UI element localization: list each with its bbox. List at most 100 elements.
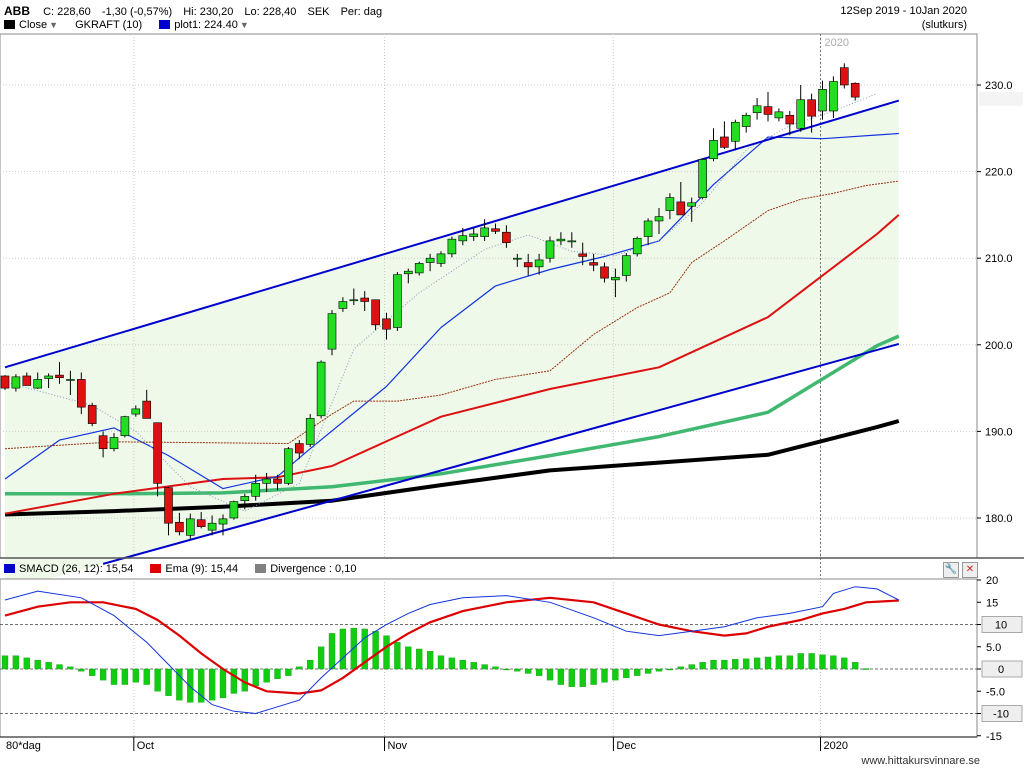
current-price-tag [979, 91, 1023, 106]
divergence-bar [590, 668, 597, 685]
divergence-bar [165, 668, 172, 696]
chart-header: ABB C: 228,60 -1,30 (-0,57%) Hi: 230,20 … [4, 4, 390, 18]
divergence-bar [797, 653, 804, 670]
divergence-bar [339, 628, 347, 670]
candle [403, 270, 413, 275]
channel-lower-line [102, 342, 900, 565]
divergence-bar [852, 662, 859, 670]
ma-blue-line [4, 132, 899, 490]
plot1-swatch [159, 20, 171, 29]
candle [785, 115, 795, 125]
candle [687, 202, 697, 207]
candle [22, 375, 32, 386]
candle [371, 299, 380, 326]
candle [839, 67, 849, 86]
divergence-bar [99, 668, 107, 681]
level-label: -10 [993, 709, 1009, 721]
divergence-bar [721, 659, 728, 670]
candle [611, 276, 620, 281]
divergence-bar [219, 668, 227, 699]
candle [186, 518, 195, 536]
divergence-bar [230, 668, 238, 694]
divergence-bar [143, 668, 150, 685]
y-tick-label: -5.0 [986, 686, 1005, 698]
legend-close[interactable]: Close ▼ [4, 19, 58, 31]
candle [829, 81, 838, 112]
website-footer[interactable]: www.hittakursvinnare.se [861, 755, 980, 767]
price-panel: 180.0 190.0 200.0 210.0 220.0 230.0 2020 [0, 33, 1023, 737]
candle [741, 115, 751, 127]
candle [512, 257, 522, 260]
smacd-swatch [4, 564, 15, 573]
divergence-bar [808, 653, 815, 670]
ma-brown-line [4, 180, 899, 450]
chevron-down-icon[interactable]: ▼ [239, 20, 249, 30]
smacd-line [4, 586, 900, 715]
candle [120, 416, 130, 437]
divergence-bar [110, 668, 118, 685]
candle [11, 376, 21, 389]
candle [807, 99, 816, 117]
price-basis: (slutkurs) [921, 19, 967, 31]
divergence-bar [154, 668, 161, 692]
candle [850, 82, 860, 98]
candle [730, 121, 740, 142]
wrench-icon[interactable]: 🔧 [943, 562, 959, 578]
candle [698, 159, 707, 198]
legend-divergence[interactable]: Divergence : 0,10 [255, 563, 356, 575]
candle [796, 99, 806, 129]
divergence-bar [426, 651, 434, 670]
divergence-bar [655, 668, 663, 672]
divergence-bar [285, 668, 292, 676]
divergence-bar [459, 659, 466, 670]
y-tick-label: 200.0 [985, 340, 1013, 352]
close-icon[interactable]: ✕ [962, 562, 978, 578]
candle [175, 522, 184, 533]
divergence-bar [187, 668, 194, 703]
candle [207, 522, 217, 531]
divergence-bar [448, 657, 456, 670]
divergence-bar [634, 668, 641, 676]
legend-smacd[interactable]: SMACD (26, 12): 15,54 [4, 563, 133, 575]
divergence-bar [568, 668, 575, 687]
x-tick-label: Nov [388, 740, 408, 752]
divergence-bar [328, 633, 336, 670]
candle [447, 238, 457, 255]
candle [294, 443, 304, 454]
divergence-bar [470, 662, 477, 670]
level-label-box [981, 660, 1023, 678]
legend-plot1[interactable]: plot1: 224.40 ▼ [159, 19, 249, 31]
candle [153, 422, 162, 484]
candle [545, 240, 555, 259]
candle [77, 379, 86, 408]
year-marker: 2020 [825, 37, 849, 49]
chevron-down-icon[interactable]: ▼ [49, 20, 59, 30]
legend-ema[interactable]: Ema (9): 15,44 [150, 563, 238, 575]
divergence-bar [732, 659, 739, 670]
divergence-bar [753, 657, 761, 670]
candle [425, 257, 435, 263]
divergence-bar [492, 666, 499, 670]
divergence-bar [514, 668, 521, 672]
divergence-bar [623, 668, 630, 679]
divergence-bar [601, 668, 608, 683]
candle [763, 106, 773, 115]
candle [491, 228, 500, 232]
legend-gkraft[interactable]: GKRAFT (10) [75, 19, 142, 31]
date-range: 12Sep 2019 - 10Jan 2020 (slutkurs) [840, 4, 967, 32]
ema-line [4, 596, 899, 695]
candle [600, 266, 609, 279]
divergence-bar [361, 628, 368, 670]
date-axis: 80*dag Oct Nov Dec 2020 [0, 557, 1024, 752]
candle [98, 435, 108, 450]
x-tick-label: 2020 [824, 740, 848, 752]
candle [436, 253, 446, 264]
candle [382, 318, 391, 330]
ma-red-line [4, 214, 900, 515]
divergence-bar [296, 666, 303, 670]
level-label: 10 [995, 620, 1007, 632]
divergence-bar [23, 657, 30, 670]
candle [676, 201, 686, 216]
divergence-bar [263, 668, 270, 683]
